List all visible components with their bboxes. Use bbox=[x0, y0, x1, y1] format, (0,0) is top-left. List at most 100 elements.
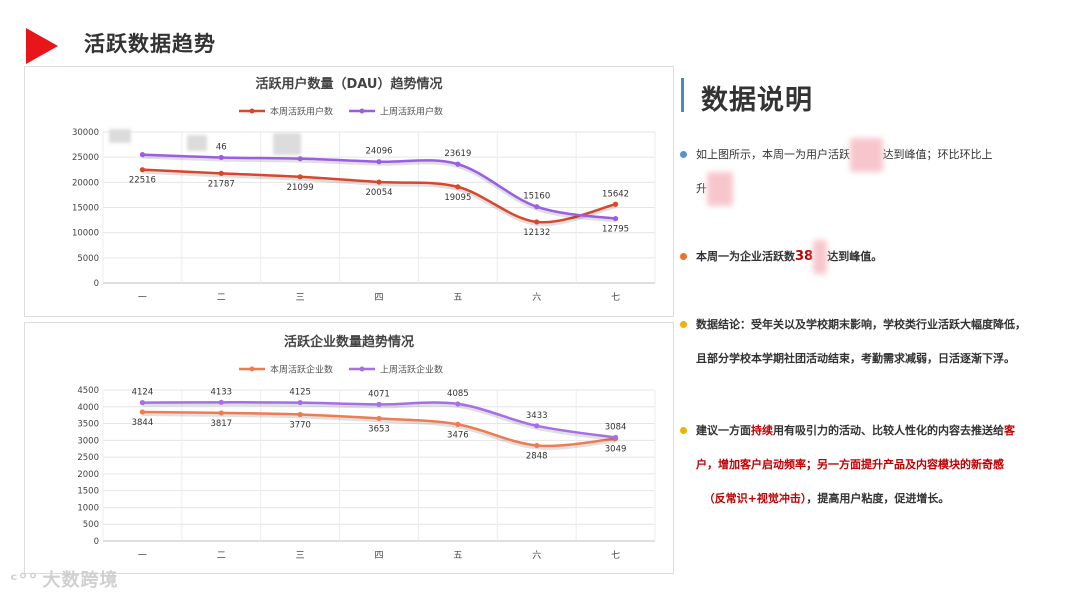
data-label: 4071 bbox=[368, 389, 390, 399]
note-2-text-b: 达到峰值。 bbox=[827, 250, 883, 263]
data-label: 19095 bbox=[444, 193, 471, 203]
data-point bbox=[534, 423, 540, 429]
note-1: 如上图所示，本周一为用户活跃xxxxx达到峰值；环比环比上 升xxxx bbox=[680, 138, 1040, 206]
data-point bbox=[376, 179, 382, 185]
data-point bbox=[297, 174, 303, 180]
note-4: 建议一方面持续用有吸引力的活动、比较人性化的内容去推送给客 户，增加客户启动频率… bbox=[680, 414, 1040, 516]
redacted-blur: xxxx bbox=[707, 172, 734, 206]
legend-marker bbox=[249, 108, 255, 114]
data-point bbox=[297, 156, 303, 162]
note-3-line-1: 数据结论：受年关以及学校期末影响，学校类行业活跃大幅度降低， bbox=[696, 318, 1026, 331]
redacted-blur: xx bbox=[813, 240, 828, 274]
legend-label: 上周活跃企业数 bbox=[380, 364, 443, 376]
data-point bbox=[218, 399, 224, 405]
note-2-number: 38 bbox=[795, 249, 814, 264]
data-point bbox=[139, 152, 146, 158]
y-tick-label: 15000 bbox=[72, 204, 99, 214]
data-point bbox=[139, 409, 146, 415]
note-4-text-c: ，提高用户粘度，促进增长。 bbox=[806, 492, 950, 505]
data-point bbox=[612, 215, 619, 222]
data-label: 15642 bbox=[602, 189, 629, 199]
y-tick-label: 0 bbox=[94, 537, 99, 547]
note-4-text-b: 用有吸引力的活动、比较人性化的内容去推送给 bbox=[773, 424, 1004, 437]
data-point bbox=[218, 170, 224, 176]
note-4-highlight-b: 客 bbox=[1004, 424, 1015, 437]
data-point bbox=[376, 415, 382, 422]
data-label: 4124 bbox=[132, 388, 154, 398]
data-point bbox=[139, 167, 146, 173]
data-label: 22516 bbox=[129, 176, 156, 186]
data-label: 3084 bbox=[605, 423, 627, 433]
data-label: 15160 bbox=[523, 192, 550, 202]
note-2: 本周一为企业活跃数38xx达到峰值。 bbox=[680, 240, 1040, 274]
y-tick-label: 1000 bbox=[77, 503, 99, 513]
x-tick-label: 七 bbox=[611, 550, 620, 561]
data-point bbox=[218, 410, 224, 416]
data-label: 3476 bbox=[447, 430, 469, 440]
note-4-highlight-a: 持续 bbox=[751, 424, 773, 437]
x-tick-label: 六 bbox=[532, 291, 541, 303]
data-point bbox=[612, 201, 619, 207]
data-point bbox=[534, 219, 540, 225]
data-label: 21787 bbox=[208, 179, 235, 189]
x-tick-label: 一 bbox=[138, 293, 147, 303]
legend-label: 本周活跃用户数 bbox=[270, 106, 333, 118]
y-tick-label: 4500 bbox=[77, 386, 99, 396]
redacted-blur bbox=[273, 133, 301, 155]
title-flag-icon bbox=[26, 28, 58, 64]
data-point bbox=[455, 161, 461, 167]
data-label: 21099 bbox=[287, 183, 314, 193]
note-2-text-a: 本周一为企业活跃数 bbox=[696, 250, 795, 263]
x-tick-label: 二 bbox=[217, 293, 226, 303]
x-tick-label: 五 bbox=[453, 293, 462, 303]
y-tick-label: 0 bbox=[94, 279, 99, 289]
data-point bbox=[534, 204, 540, 210]
legend-marker bbox=[359, 366, 365, 372]
data-label: 3817 bbox=[210, 419, 232, 429]
chart-title: 活跃企业数量趋势情况 bbox=[284, 334, 414, 350]
y-tick-label: 3000 bbox=[77, 436, 99, 446]
x-tick-label: 六 bbox=[532, 549, 541, 561]
data-point bbox=[612, 434, 619, 441]
redacted-blur: xxxxx bbox=[850, 138, 883, 172]
watermark-logo-icon: ᶜ°° bbox=[10, 570, 39, 591]
data-label: 12132 bbox=[523, 228, 550, 238]
x-tick-label: 二 bbox=[217, 551, 226, 561]
y-tick-label: 4000 bbox=[77, 403, 99, 413]
data-point bbox=[297, 411, 303, 418]
data-label: 3770 bbox=[289, 420, 311, 430]
data-label: 20054 bbox=[365, 188, 392, 198]
data-point bbox=[218, 154, 224, 161]
y-tick-label: 1500 bbox=[77, 487, 99, 497]
legend-marker bbox=[249, 366, 255, 372]
y-tick-label: 25000 bbox=[72, 153, 99, 163]
dau-chart-card: 活跃用户数量（DAU）趋势情况 本周活跃用户数 上周活跃用户数 0 5000 10000 1… bbox=[24, 66, 674, 317]
x-tick-label: 五 bbox=[453, 551, 462, 561]
enterprise-chart-card: 活跃企业数量趋势情况 本周活跃企业数 上周活跃企业数 0 500 1000 1500 2000… bbox=[24, 322, 674, 574]
data-point bbox=[455, 184, 461, 190]
bullet-dot-icon bbox=[680, 253, 687, 260]
watermark: ᶜ°° 大数跨境 bbox=[10, 566, 118, 592]
data-label: 24096 bbox=[365, 147, 392, 157]
note-1-text-a: 如上图所示，本周一为用户活跃 bbox=[696, 148, 850, 161]
x-tick-label: 四 bbox=[374, 551, 383, 561]
data-label: 3433 bbox=[526, 411, 548, 421]
bullet-dot-icon bbox=[680, 427, 687, 434]
data-label: 4133 bbox=[210, 387, 232, 397]
y-tick-label: 30000 bbox=[72, 128, 99, 138]
data-label: 3844 bbox=[132, 418, 154, 428]
note-3: 数据结论：受年关以及学校期末影响，学校类行业活跃大幅度降低， 且部分学校本学期社… bbox=[680, 308, 1040, 376]
data-point bbox=[376, 159, 382, 165]
x-tick-label: 三 bbox=[296, 551, 305, 561]
panel-title: 数据说明 bbox=[701, 85, 813, 116]
page-title: 活跃数据趋势 bbox=[84, 32, 216, 56]
y-tick-label: 2000 bbox=[77, 470, 99, 480]
y-tick-label: 2500 bbox=[77, 453, 99, 463]
data-label: 12795 bbox=[602, 225, 629, 235]
x-tick-label: 一 bbox=[138, 551, 147, 561]
note-3-line-2: 且部分学校本学期社团活动结束，考勤需求减弱，日活逐渐下浮。 bbox=[696, 352, 1015, 365]
panel-accent-bar bbox=[681, 78, 684, 112]
watermark-text: 大数跨境 bbox=[42, 570, 119, 591]
redacted-blur bbox=[109, 129, 131, 143]
